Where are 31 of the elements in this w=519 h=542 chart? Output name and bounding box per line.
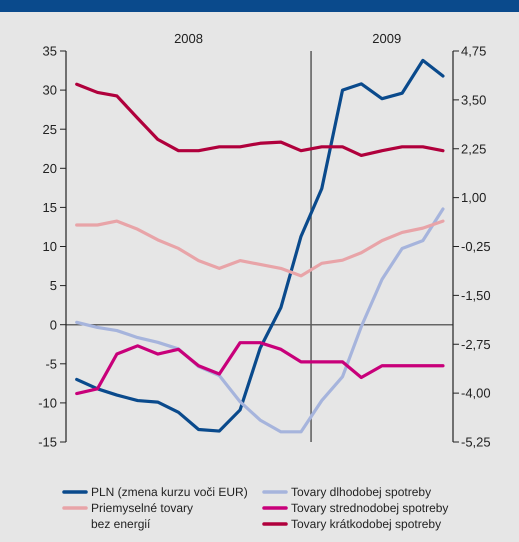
line-series [75,341,445,396]
y-tick-label: 25 [42,122,57,137]
legend-label: Tovary dlhodobej spotreby [291,485,432,500]
legend-label: Tovary krátkodobej spotreby [291,517,442,532]
y2-tick-label: 3,50 [461,92,486,108]
y-tick-label: 35 [42,44,57,59]
y2-tick-label: -4,00 [461,386,491,401]
y2-tick-label: 4,75 [461,44,486,59]
y-tick-label: -15 [38,434,57,450]
y-tick-label: 5 [50,278,57,294]
y-tick-label: 0 [50,317,57,332]
legend-label: PLN (zmena kurzu voči EUR) [91,485,248,500]
y2-tick-label: -1,50 [461,288,491,303]
y2-tick-label: 2,25 [461,141,486,156]
y-tick-label: 10 [42,239,57,254]
line-series [75,219,445,278]
y-tick-label: -10 [38,395,57,410]
line-series [75,82,445,157]
y-tick-label: -5 [45,356,57,372]
y-tick-label: 30 [42,82,57,98]
y2-tick-label: -0,25 [461,239,491,254]
legend-label: Tovary strednodobej spotreby [291,501,448,516]
x-tick-label: 2009 [372,31,402,46]
y2-tick-label: 1,00 [461,190,486,206]
x-tick-label: 2008 [174,31,203,46]
legend-label: Priemyselné tovary bez energií [91,501,194,532]
y-tick-label: 15 [42,200,57,215]
y2-tick-label: -5,25 [461,434,491,450]
y2-tick-label: -2,75 [461,336,491,352]
y-tick-label: 20 [42,160,57,176]
line-series [75,58,445,433]
